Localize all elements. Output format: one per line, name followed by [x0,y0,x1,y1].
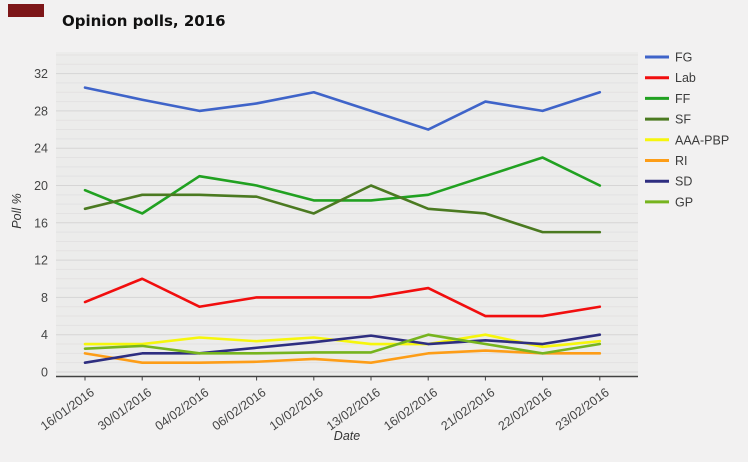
legend-label-RI: RI [675,154,688,168]
y-tick-label: 4 [41,328,48,342]
y-tick-label: 32 [34,67,48,81]
legend-label-GP: GP [675,195,693,209]
x-tick-label: 13/02/2016 [324,385,383,433]
x-tick-label: 23/02/2016 [553,385,612,433]
y-tick-label: 16 [34,216,48,230]
legend-label-FF: FF [675,92,691,106]
legend-label-FG: FG [675,51,692,65]
x-tick-label: 06/02/2016 [210,385,269,433]
series-line-SD [83,333,602,364]
series-line-FG [83,86,602,131]
x-tick-label: 04/02/2016 [152,385,211,433]
legend-label-SD: SD [675,175,692,189]
y-tick-label: 20 [34,179,48,193]
series-line-AAA-PBP [83,333,602,349]
chart-title: Opinion polls, 2016 [62,12,226,30]
legend-label-Lab: Lab [675,71,696,85]
y-tick-label: 8 [41,291,48,305]
y-tick-label: 0 [41,366,48,380]
x-tick-label: 16/01/2016 [38,385,97,433]
y-tick-label: 12 [34,254,48,268]
legend-label-SF: SF [675,113,691,127]
y-axis-title: Poll % [10,193,24,229]
x-tick-label: 16/02/2016 [381,385,440,433]
y-tick-label: 28 [34,104,48,118]
x-tick-label: 10/02/2016 [267,385,326,433]
x-tick-label: 22/02/2016 [496,385,555,433]
legend-label-AAA-PBP: AAA-PBP [675,133,729,147]
corner-marker [8,4,44,17]
series-line-GP [83,333,602,355]
x-axis-title: Date [333,429,361,443]
series-line-RI [83,349,602,364]
x-tick-label: 30/01/2016 [95,385,154,433]
x-tick-label: 21/02/2016 [438,385,497,433]
series-line-SF [83,184,602,234]
series-line-Lab [83,277,602,318]
y-tick-label: 24 [34,142,48,156]
plot-area [56,52,638,377]
